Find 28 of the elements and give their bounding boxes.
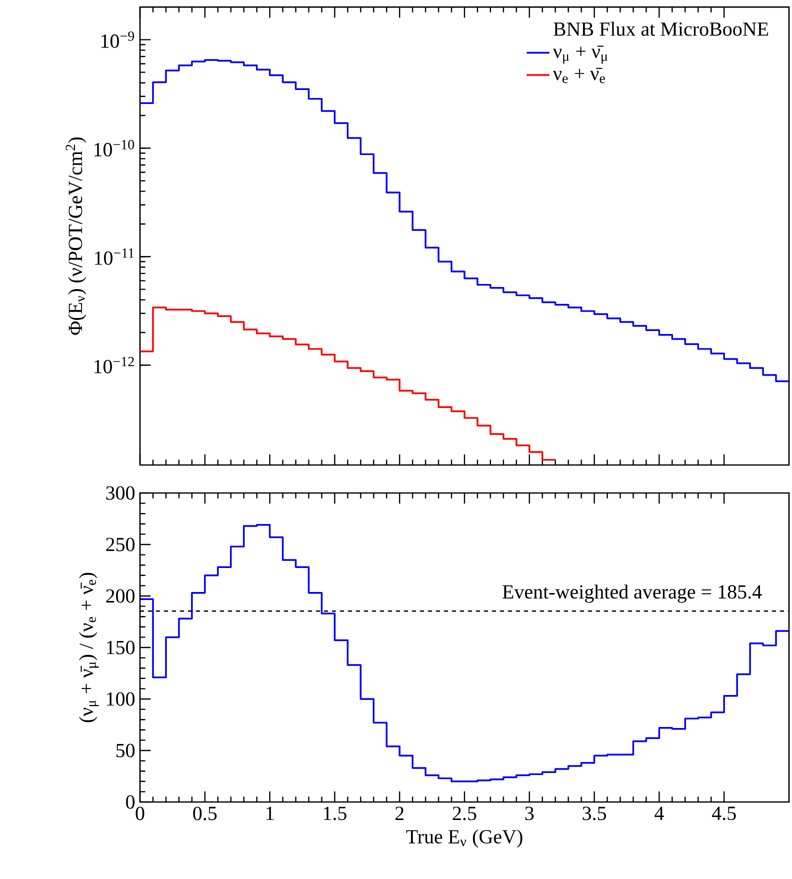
x-axis-title: True E$_{ν}$ (GeV): [406, 829, 522, 848]
y-tick-label: 200: [106, 589, 135, 603]
legend-label: ν$_{e}$ + ν̄$_{e}$: [553, 68, 605, 84]
y-axis-title: Φ(E$_{ν}$) (ν/POT/GeV/cm$^{2}$): [66, 137, 86, 335]
y-tick-label: 10$^{−11}$: [95, 248, 134, 265]
legend-title: BNB Flux at MicroBooNE: [554, 22, 768, 36]
y-tick-label: 0: [126, 795, 135, 809]
x-tick-label: 2: [395, 806, 404, 820]
y-tick-label: 50: [116, 744, 135, 758]
x-tick-label: 4: [654, 806, 664, 820]
y-tick-label: 100: [107, 692, 135, 706]
x-tick-label: 4.5: [712, 806, 736, 820]
x-tick-label: 0: [136, 806, 144, 820]
y-tick-label: 10$^{−10}$: [94, 140, 134, 156]
x-tick-label: 3.5: [582, 806, 606, 820]
x-tick-label: 2.5: [452, 806, 476, 820]
y-tick-label: 10$^{−12}$: [94, 356, 134, 374]
text: (ν$_{μ}$ + ν̄$_{μ}$) / (ν$_{e}$ + ν̄$_{e}$): [79, 572, 99, 722]
x-tick-label: 3: [525, 806, 534, 820]
y-tick-label: 300: [106, 486, 135, 500]
y-tick-label: 250: [106, 538, 135, 552]
x-tick-label: 1: [266, 806, 274, 820]
ref-line-label: Event-weighted average = 185.4: [502, 584, 762, 603]
x-tick-label: 1.5: [324, 806, 346, 820]
x-tick-label: 0.5: [193, 806, 217, 820]
y-tick-label: 150: [107, 640, 135, 654]
legend-label: ν$_{μ}$ + ν̄$_{μ}$: [553, 46, 608, 64]
y-tick-label: 10$^{−9}$: [101, 31, 134, 48]
